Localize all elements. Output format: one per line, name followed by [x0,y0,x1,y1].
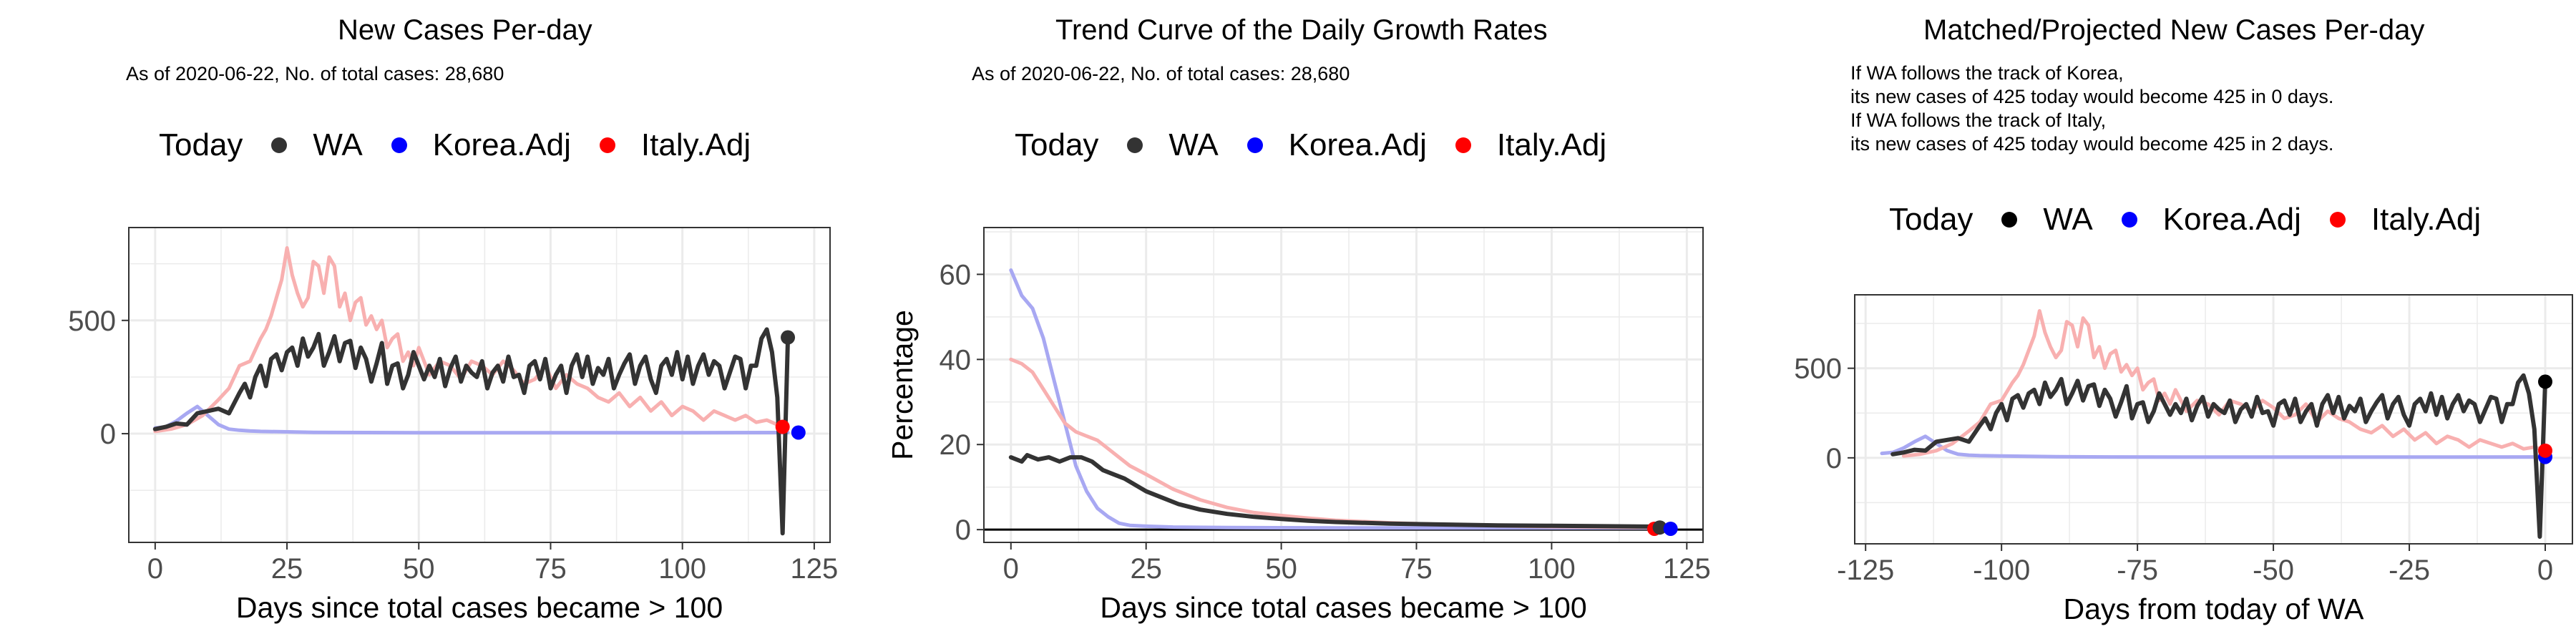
series-line-korea-adj [1009,268,1662,530]
grid [984,228,1703,542]
today-point-wa [781,330,796,345]
legend-label-italy: Italy.Adj [640,127,751,162]
plot-frame [128,227,831,543]
y-tick-label: 20 [940,429,972,461]
x-tick-label: 50 [403,553,435,585]
legend-dot-korea [2121,212,2137,228]
note-line: If WA follows the track of Italy, [1850,109,2107,131]
x-tick-label: 50 [1265,553,1297,585]
chart-plot-projected: -125 -100 -75 -50 -25 0 0 500 Days from today of… [1794,294,2573,625]
today-point-wa [2538,374,2553,389]
x-tick-label: 25 [271,553,303,585]
legend-label-wa: WA [1169,127,1219,162]
chart-title: Matched/Projected New Cases Per-day [1923,14,2425,46]
note-line: If WA follows the track of Korea, [1850,62,2124,84]
y-tick-label: 60 [940,259,972,291]
x-tick-label: 100 [658,553,706,585]
legend-label-italy: Italy.Adj [1496,127,1607,162]
legend-dot-italy [599,137,615,153]
x-tick-label: 125 [1663,553,1711,585]
legend-label-italy: Italy.Adj [2371,202,2482,237]
series-line-italy-adj [153,246,790,434]
legend-item-wa: WA [271,127,363,163]
x-tick-label: 100 [1528,553,1576,585]
x-tick-label: 125 [791,553,839,585]
x-tick-label: 0 [147,553,163,585]
legend-item-korea: Korea.Adj [2121,202,2301,238]
plot-frame [1854,294,2573,545]
legend-dot-italy [2329,212,2346,228]
legend-item-italy: Italy.Adj [2329,202,2482,238]
x-tick-label: -50 [2253,555,2294,586]
legend-dot-korea [391,137,407,153]
chart-subtitle: As of 2020-06-22, No. of total cases: 28… [972,63,1350,84]
chart-legend: Today WA Korea.Adj Italy.Adj [159,127,779,163]
legend-dot-wa [2001,212,2018,228]
legend-dot-korea [1246,137,1263,153]
y-tick-label: 500 [68,306,116,337]
today-point-italy-adj [775,419,790,434]
legend-item-italy: Italy.Adj [1455,127,1606,163]
legend-label-wa: WA [2043,202,2093,237]
today-point-korea-adj [1663,521,1678,536]
series-line-wa [152,327,791,536]
legend-item-wa: WA [1127,127,1219,163]
legend-dot-italy [1455,137,1471,153]
note-line: its new cases of 425 today would become … [1850,86,2334,107]
y-tick-label: 0 [100,419,116,450]
x-tick-label: -75 [2117,555,2158,586]
x-axis-title: Days since total cases became > 100 [236,591,723,624]
note-line: its new cases of 425 today would become … [1850,133,2334,155]
chart-title: Trend Curve of the Daily Growth Rates [1055,14,1548,46]
chart-subtitle: As of 2020-06-22, No. of total cases: 28… [126,63,504,84]
y-tick-label: 500 [1794,353,1842,385]
chart-plot-new-cases: 0 25 50 75 100 125 0 500 Days since total cases … [68,227,839,624]
legend-dot-wa [271,137,288,153]
x-tick-label: -100 [1973,555,2030,586]
series-line-italy-adj [1901,309,2547,458]
legend-item-wa: WA [2001,202,2093,238]
series-line-korea-adj [1880,434,2547,459]
x-tick-label: -25 [2389,555,2430,586]
grid [1855,295,2572,544]
series-line-wa [1890,373,2547,539]
plot-frame [983,227,1704,543]
chart-legend: Today WA Korea.Adj Italy.Adj [1889,202,2509,238]
legend-lead: Today [159,127,243,162]
today-point-italy-adj [2538,443,2553,458]
legend-dot-wa [1127,137,1143,153]
y-axis-title: Percentage [886,310,919,460]
legend-item-italy: Italy.Adj [599,127,751,163]
x-tick-label: -125 [1837,555,1894,586]
y-tick-label: 40 [940,344,972,376]
legend-label-korea: Korea.Adj [432,127,571,162]
legend-item-korea: Korea.Adj [391,127,571,163]
x-tick-label: 0 [2537,555,2553,586]
x-tick-label: 75 [1400,553,1433,585]
chart-plot-growth-rates: 0 25 50 75 100 125 0 20 40 60 Days since total cas… [886,227,1711,624]
chart-panel-new-cases: New Cases Per-day As of 2020-06-22, No. … [0,0,859,644]
x-tick-label: 0 [1003,553,1019,585]
chart-legend: Today WA Korea.Adj Italy.Adj [1015,127,1635,163]
legend-label-wa: WA [313,127,363,162]
projection-note: If WA follows the track of Korea, its ne… [1850,62,2333,156]
x-tick-label: 75 [535,553,567,585]
chart-panel-projected: Matched/Projected New Cases Per-day If W… [1717,0,2576,644]
y-tick-label: 0 [1826,443,1842,474]
x-axis-title: Days from today of WA [2064,592,2365,625]
x-axis-title: Days since total cases became > 100 [1100,591,1586,624]
series-line-korea-adj [153,404,790,435]
y-tick-label: 0 [955,514,971,546]
chart-panel-growth-rates: Trend Curve of the Daily Growth Rates As… [859,0,1717,644]
x-tick-label: 25 [1130,553,1162,585]
legend-label-korea: Korea.Adj [2162,202,2301,237]
today-point-korea-adj [791,425,806,440]
legend-label-korea: Korea.Adj [1288,127,1427,162]
today-point-wa [1652,520,1667,535]
legend-item-korea: Korea.Adj [1246,127,1427,163]
legend-lead: Today [1015,127,1099,162]
series-line-wa [1008,453,1662,529]
legend-lead: Today [1889,202,1974,237]
chart-title: New Cases Per-day [338,14,592,46]
